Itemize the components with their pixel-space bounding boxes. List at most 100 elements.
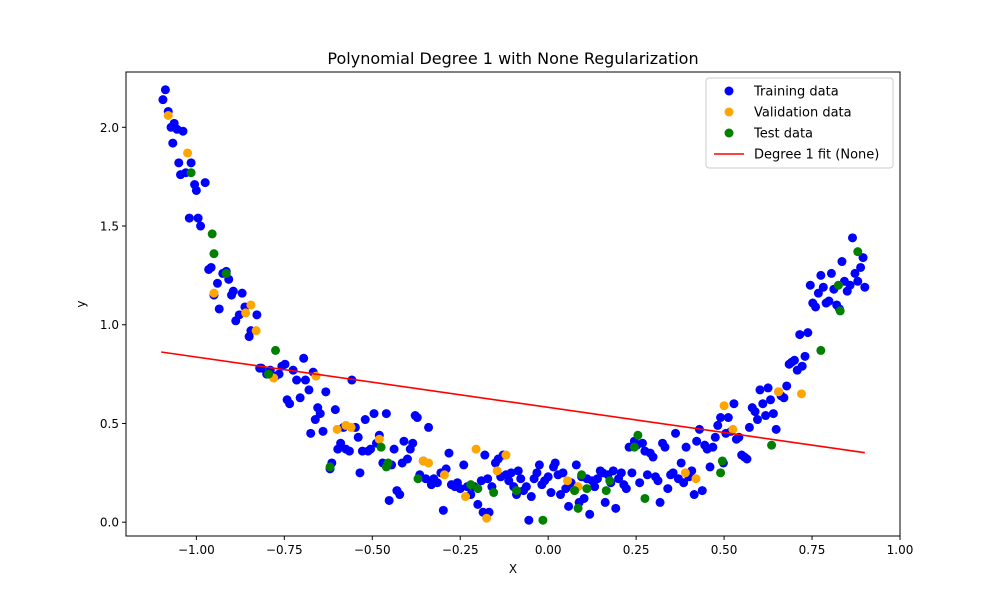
training-data-point [761,411,771,421]
training-data-point [592,474,602,484]
training-data-point [408,438,418,448]
training-data-point [174,158,184,168]
x-tick-label: −0.50 [354,543,391,557]
training-data-point [534,460,544,470]
legend: Training data Validation data Test data Deg… [705,77,894,169]
training-data-point [299,353,309,363]
legend-box [705,77,894,169]
plot-area [158,85,870,525]
training-data-point [483,474,493,484]
training-data-point [611,503,621,513]
training-data-point [228,286,238,296]
x-tick-label: 0.00 [535,543,562,557]
training-data-point [193,213,203,223]
training-data-point [723,413,733,423]
test-data-point [325,462,335,472]
training-data-point [556,490,565,500]
validation-data-point [374,434,384,444]
validation-data-point [163,110,173,120]
training-data-point [526,492,536,502]
training-data-point [668,468,678,478]
training-data-point [158,95,168,105]
training-data-point [214,304,224,314]
training-data-point [782,381,792,391]
training-data-point [853,276,863,286]
test-data-point [717,456,727,466]
training-data-point [621,484,631,494]
validation-data-point [461,492,470,502]
training-data-point [860,282,870,292]
x-tick-label: 0.75 [799,543,826,557]
training-data-point [637,438,647,448]
validation-data-point [774,387,784,397]
training-data-point [292,375,302,385]
training-data-point [795,330,805,340]
training-data-point [824,296,834,306]
training-data-point [402,454,412,464]
training-data-point [459,460,469,470]
training-data-point [330,405,340,415]
validation-data-point [728,424,738,434]
training-data-legend-marker [724,86,734,96]
test-data-point [605,476,615,486]
training-data-point [355,468,365,478]
training-data-point [424,422,434,432]
test-data-legend-marker [724,128,734,138]
training-data-point [797,361,807,371]
training-data-point [524,515,534,525]
training-data-point [369,409,379,419]
validation-data-point [424,458,434,468]
training-data-point [438,505,448,515]
degree-1-fit-none-legend-label: Degree 1 fit (None) [754,148,879,163]
validation-data-point [439,470,449,480]
y-tick-label: 1.5 [100,220,119,234]
training-data-point [399,436,409,446]
training-data-point [816,270,826,280]
training-data-point [300,375,310,385]
training-data-point [811,302,821,312]
training-data-point [315,409,325,419]
training-data-point [564,501,574,511]
test-data-point [489,488,499,498]
training-data-point [653,476,663,486]
fit-line [161,351,865,454]
test-data-point [833,280,843,290]
training-data-point [590,482,600,492]
validation-data-point [332,424,342,434]
chart-title: Polynomial Degree 1 with None Regulariza… [327,49,698,68]
test-data-point [633,430,643,440]
training-data-legend-label: Training data [753,85,839,100]
training-data-point [432,478,442,488]
training-data-point [768,409,778,419]
test-data-point [376,442,386,452]
test-data-point [466,480,476,490]
x-tick-label: −0.75 [266,543,303,557]
test-data-series [186,168,863,525]
training-data-point [237,288,247,298]
training-data-point [455,484,465,494]
test-data-point [271,345,281,355]
training-data-point [681,442,691,452]
training-data-point [813,288,823,298]
training-data-point [803,328,813,338]
validation-data-series [163,110,806,523]
training-data-point [571,460,581,470]
training-data-point [196,221,206,231]
test-data-point [853,247,863,257]
training-data-point [789,355,799,365]
test-data-point [767,440,777,450]
training-data-point [848,233,857,243]
training-data-point [660,442,670,452]
training-data-point [713,420,723,430]
test-data-point [640,493,650,503]
validation-data-point [796,389,806,399]
training-data-point [750,407,760,417]
training-data-point [579,493,589,503]
y-tick-label: 2.0 [100,121,119,135]
training-data-point [856,262,866,272]
training-data-point [679,478,689,488]
training-data-point [753,415,763,425]
training-data-point [285,399,295,409]
x-tick-label: 0.25 [623,543,650,557]
validation-data-point [563,476,573,486]
